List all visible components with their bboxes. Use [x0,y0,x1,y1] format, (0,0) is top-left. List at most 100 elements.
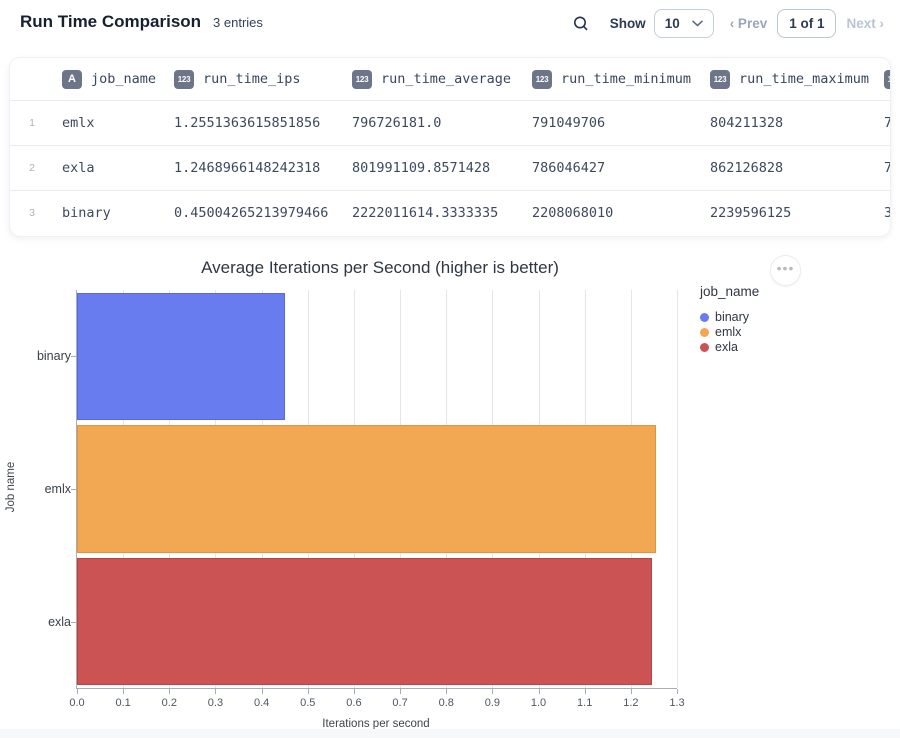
number-type-icon: 123 [884,69,890,89]
column-header-run-time-average[interactable]: 123 run_time_average [344,69,524,89]
x-tick-label: 1.1 [577,697,593,709]
y-axis-tick [71,621,77,623]
column-header-job-name[interactable]: A job_name [54,69,166,89]
bar-chart: Average Iterations per Second (higher is… [0,248,900,730]
table-header-row: A job_name 123 run_time_ips 123 run_time… [10,58,890,101]
x-tick-label: 1.2 [623,697,639,709]
legend-label: exla [715,340,738,354]
bar-exla [77,558,653,686]
table-row: 1 emlx 1.2551363615851856 796726181.0 79… [10,101,890,145]
cell-run-time-average: 801991109.8571428 [352,160,491,176]
cell-run-time-minimum: 786046427 [532,160,606,176]
cell-run-time-average: 2222011614.3333335 [352,205,499,221]
prev-button[interactable]: ‹ Prev [729,16,768,31]
x-tick-label: 0.9 [484,697,501,709]
cell-run-time-ips: 1.2551363615851856 [174,115,321,131]
x-tick-label: 0.7 [392,697,408,709]
cell-clipped: 7 [884,160,890,176]
x-axis-tick [353,689,355,694]
cell-run-time-minimum: 791049706 [532,115,606,131]
search-icon[interactable] [572,15,590,33]
x-tick-label: 0.8 [438,697,454,709]
table-row: 3 binary 0.45004265213979466 2222011614.… [10,190,890,235]
cell-job-name: emlx [62,115,95,131]
show-label: Show [609,16,646,31]
table-header-bar: Run Time Comparison 3 entries [20,12,263,32]
cell-run-time-maximum: 2239596125 [710,205,792,221]
cell-clipped: 3 [884,205,890,221]
legend-label: emlx [715,325,742,339]
x-axis-tick [261,689,263,694]
ellipsis-icon: ••• [776,260,795,276]
x-axis-tick [169,689,171,694]
row-number: 3 [29,207,35,219]
x-tick-label: 1.0 [530,697,547,709]
y-category-label: emlx [44,482,71,496]
x-axis-tick [77,689,78,694]
y-category-label: exla [48,614,71,629]
x-axis-tick [584,689,586,694]
x-tick-label: 1.3 [669,697,685,709]
entries-count: 3 entries [213,15,263,30]
number-type-icon: 123 [532,69,552,89]
legend-entry-binary: binary [700,310,759,324]
cell-run-time-maximum: 804211328 [710,115,784,131]
column-header-run-time-ips[interactable]: 123 run_time_ips [166,69,344,89]
chart-title: Average Iterations per Second (higher is… [201,258,559,277]
bottom-strip [0,729,900,738]
number-type-icon: 123 [352,69,372,89]
bar-emlx [77,425,657,553]
legend-dot [700,327,709,337]
cell-run-time-maximum: 862126828 [710,160,784,176]
legend-title: job_name [700,284,760,299]
next-button[interactable]: Next › [846,16,884,31]
y-axis-tick [71,356,77,358]
y-axis-tick [71,489,77,490]
y-axis-title: Job name [5,461,17,513]
legend: job_name binary emlx exla [700,284,759,355]
column-header-run-time-minimum[interactable]: 123 run_time_minimum [524,69,702,89]
chevron-down-icon [691,20,703,27]
x-tick-label: 0.3 [207,697,224,709]
cell-run-time-minimum: 2208068010 [532,205,614,221]
x-axis-tick [538,689,540,694]
legend-dot [700,342,709,352]
legend-label: binary [715,310,750,324]
number-type-icon: 123 [710,69,730,89]
gridline [677,290,678,688]
x-axis-tick [492,689,494,694]
x-tick-label: 0.5 [300,697,316,709]
page-size-value: 10 [664,16,680,31]
number-type-icon: 123 [174,69,194,89]
table-row: 2 exla 1.2468966148242318 801991109.8571… [10,145,890,190]
legend-entry-exla: exla [700,340,759,354]
x-axis-title: Iterations per second [322,718,430,730]
x-axis-tick [307,689,309,694]
x-tick-label: 0.0 [69,697,85,709]
page-size-select[interactable]: 10 [653,9,714,38]
table-body: 1 emlx 1.2551363615851856 796726181.0 79… [10,101,890,235]
pager: ‹ Prev 1 of 1 Next › [730,9,884,38]
page-title: Run Time Comparison [20,12,202,31]
y-category-label: binary [36,349,71,364]
cell-job-name: binary [62,205,111,221]
table-controls: Show 10 ‹ Prev 1 of 1 Next › [572,8,884,39]
x-axis-tick [215,689,217,694]
bar-binary [77,292,285,420]
x-axis-tick [630,689,632,694]
column-header-run-time-maximum[interactable]: 123 run_time_maximum [702,69,876,89]
chart-menu-button[interactable]: ••• [770,255,801,286]
plot-area: 0.0 0.1 0.2 0.3 0.4 0.5 0.6 0.7 0.8 0.9 1.0 1.1 1.2 1… [37,290,685,709]
column-header-clipped[interactable]: 123 [876,69,890,89]
row-number: 1 [29,117,35,129]
cell-run-time-ips: 0.45004265213979466 [174,205,329,221]
x-tick-label: 0.1 [115,697,131,709]
cell-run-time-average: 796726181.0 [352,115,442,131]
legend-entry-emlx: emlx [700,325,759,339]
cell-clipped: 7 [884,115,890,131]
string-type-icon: A [62,69,82,89]
legend-dot [700,312,709,322]
x-axis-tick [400,689,402,694]
legend-entries: binary emlx exla [700,310,759,354]
